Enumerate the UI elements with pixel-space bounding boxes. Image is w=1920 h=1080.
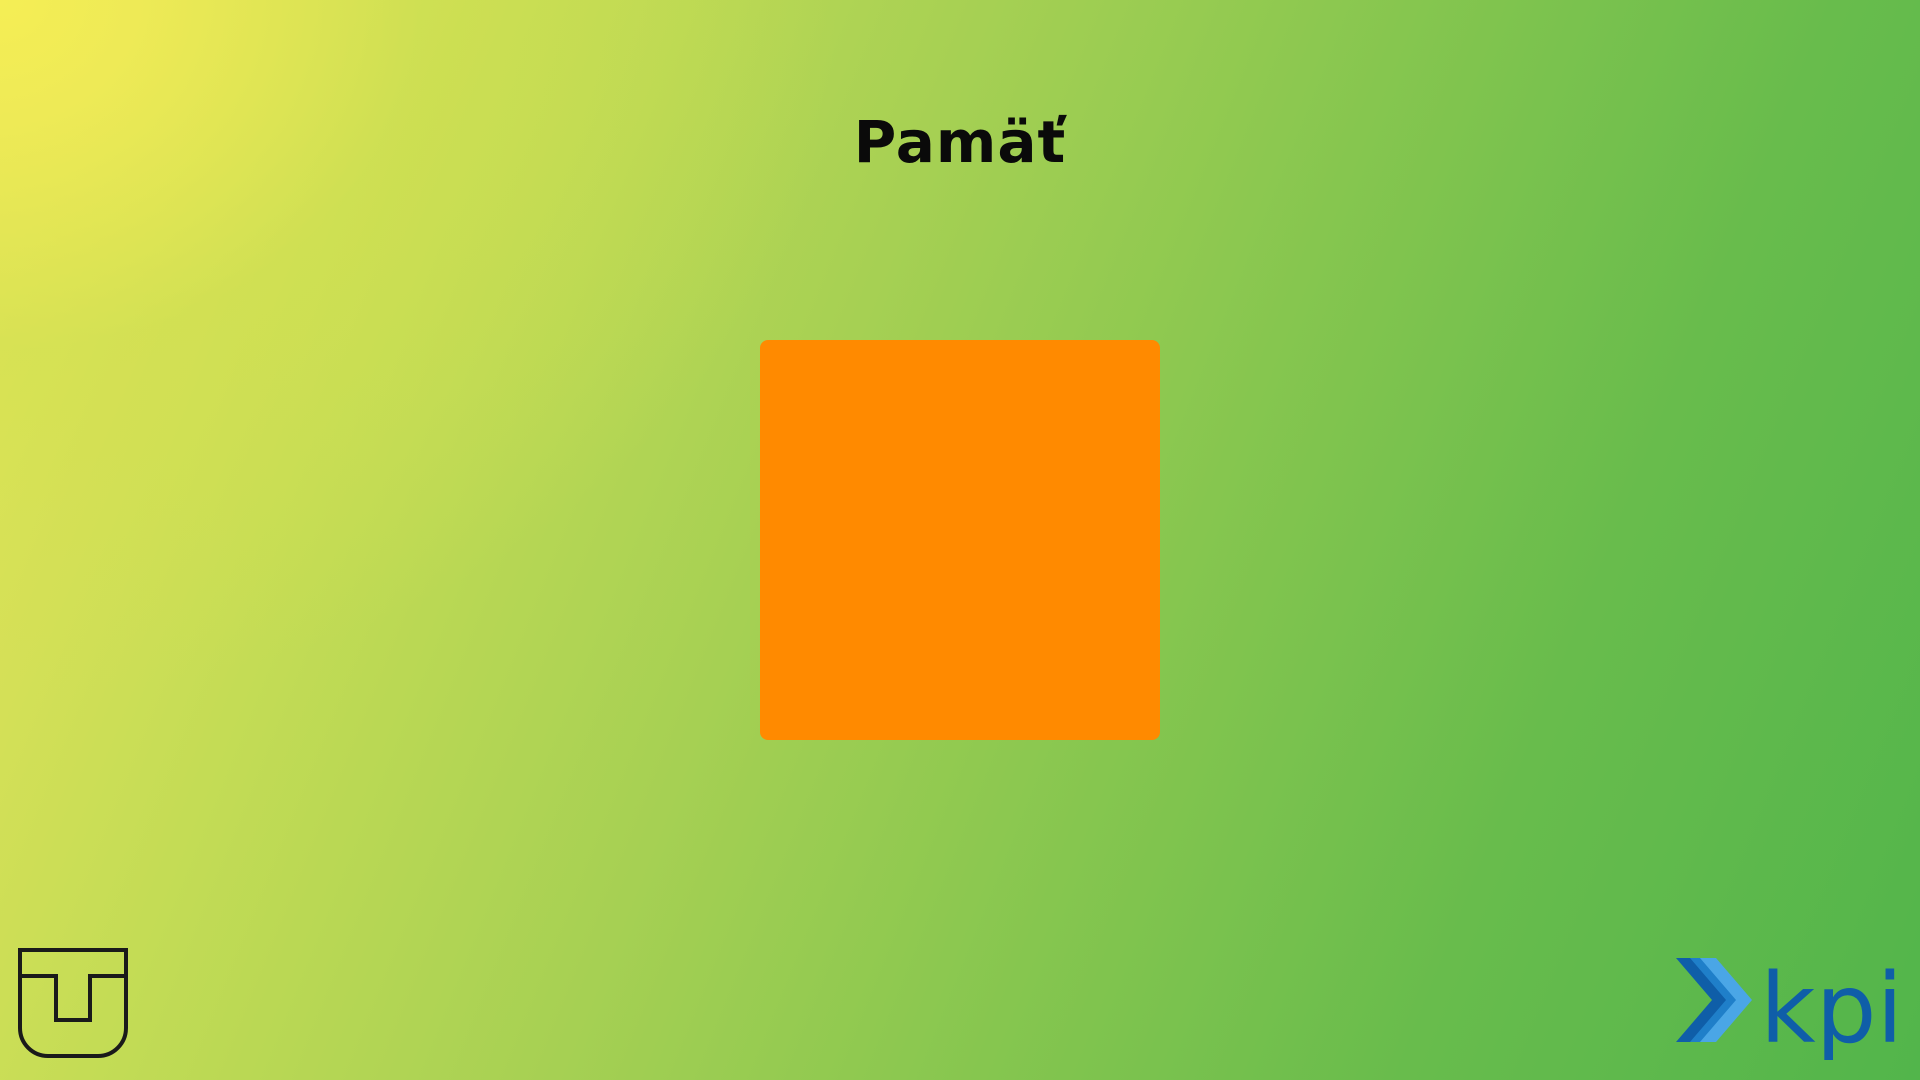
- kpi-chevron-logo-icon: [1676, 958, 1752, 1042]
- kpi-logo: kpi: [1676, 946, 1903, 1065]
- memory-card[interactable]: [760, 340, 1160, 740]
- page-title: Pamäť: [853, 108, 1067, 176]
- kpi-logo-text: kpi: [1760, 953, 1902, 1060]
- tu-shield-logo-icon: [18, 948, 130, 1060]
